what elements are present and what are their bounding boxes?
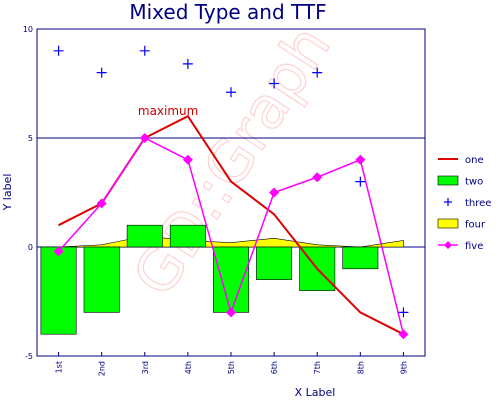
point-three-6th [269, 78, 280, 89]
legend-label-five: five [465, 241, 483, 252]
point-five-8th [355, 154, 366, 165]
point-three-9th [398, 307, 409, 318]
x-tick-label-5th: 5th [227, 361, 236, 374]
point-five-3rd [139, 133, 150, 143]
x-tick-label-4th: 4th [184, 361, 193, 374]
x-tick-label-8th: 8th [356, 361, 365, 374]
bar-two-4th [169, 224, 206, 248]
point-three-1st [53, 45, 64, 56]
x-tick-label-3rd: 3rd [141, 361, 150, 374]
point-five-5th [226, 307, 236, 318]
y-tick-label: -5 [25, 352, 33, 361]
legend-label-three: three [465, 198, 491, 209]
point-three-2nd [96, 67, 107, 78]
x-tick-label-1st: 1st [55, 361, 64, 373]
y-tick-label: 5 [28, 134, 33, 143]
x-axis-label: X Label [295, 386, 336, 399]
point-three-4th [182, 58, 193, 69]
point-three-5th [226, 87, 236, 98]
bar-two-6th [256, 246, 293, 281]
point-five-7th [312, 172, 323, 183]
x-tick-label-2nd: 2nd [98, 361, 107, 376]
x-tick-label-9th: 9th [399, 361, 408, 374]
annotation-maximum: maximum [138, 104, 198, 118]
chart-title: Mixed Type and TTF [129, 0, 326, 24]
legend-marker-three [444, 198, 452, 206]
point-five-2nd [96, 198, 107, 209]
point-five-4th [182, 154, 193, 165]
x-tick-label-6th: 6th [270, 361, 279, 374]
point-three-8th [355, 176, 366, 187]
bar-two-3rd [126, 224, 163, 248]
point-five-6th [269, 187, 280, 198]
x-tick-label-7th: 7th [313, 361, 322, 374]
point-five-1st [53, 246, 64, 257]
legend-marker-five [444, 241, 452, 249]
bar-two-8th [342, 246, 379, 270]
bar-two-1st [40, 246, 77, 335]
legend-marker-two [437, 175, 459, 186]
bar-two-2nd [83, 246, 120, 313]
point-three-3rd [139, 45, 150, 56]
y-axis-label: Y label [1, 174, 14, 212]
y-tick-label: 0 [28, 243, 33, 252]
point-three-7th [312, 67, 323, 78]
area-series-four [58, 235, 404, 248]
legend-label-four: four [465, 220, 486, 231]
point-five-9th [398, 329, 409, 340]
legend-label-one: one [465, 155, 484, 166]
legend-label-two: two [465, 177, 483, 188]
legend-marker-four [437, 218, 459, 229]
y-tick-label: 10 [23, 25, 33, 34]
